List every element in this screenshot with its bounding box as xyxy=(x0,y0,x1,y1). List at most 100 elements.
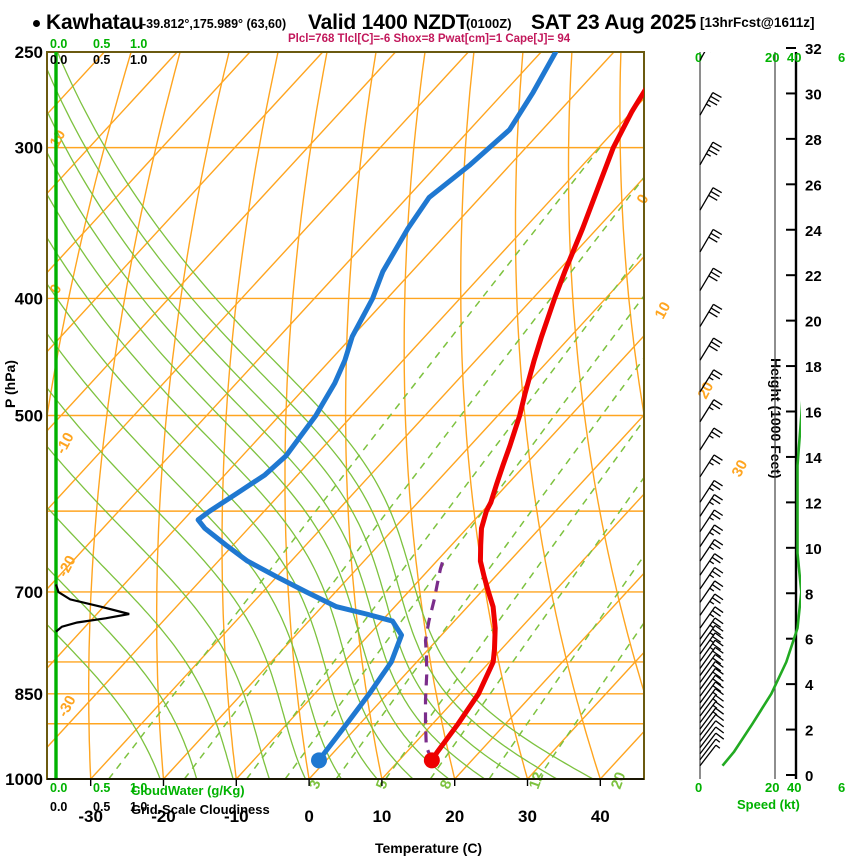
pressure-tick-label: 1000 xyxy=(5,770,43,789)
stability-indices: Plcl=768 Tlcl[C]=-6 Shox=8 Pwat[cm]=1 Ca… xyxy=(288,33,571,45)
temperature-tick-label: 0 xyxy=(304,807,313,826)
speed-axis-title: Speed (kt) xyxy=(737,797,800,812)
moist-adiabat xyxy=(47,67,558,779)
wind-barb xyxy=(699,714,725,736)
speed-scale-edge-bottom: 6 xyxy=(838,780,845,795)
dry-adiabat xyxy=(719,52,850,779)
wind-barb xyxy=(699,726,725,749)
wind-barb xyxy=(699,720,725,742)
isotherm-line xyxy=(235,334,644,779)
height-tick-label: 18 xyxy=(805,359,822,376)
height-tick-label: 26 xyxy=(805,177,822,194)
wind-barb xyxy=(699,681,724,704)
dry-adiabat xyxy=(284,52,328,779)
wind-barb xyxy=(699,399,723,423)
height-tick-label: 22 xyxy=(805,268,822,285)
cloudwater-tick-label-bottom: 1.0 xyxy=(130,781,147,795)
speed-tick-label-bottom: 0 xyxy=(695,780,702,795)
isotherm-line xyxy=(162,255,644,779)
station-coordinates: -39.812°,175.989° (63,60) xyxy=(142,17,287,31)
pressure-tick-label: 250 xyxy=(15,43,43,62)
dry-adiabat xyxy=(403,52,456,779)
height-tick-label: 28 xyxy=(805,132,822,149)
temperature-tick-label: -30 xyxy=(78,807,103,826)
isotherm-line xyxy=(47,52,542,591)
cloudiness-tick-label-bottom: 0.5 xyxy=(93,800,110,814)
wind-barb xyxy=(699,187,723,211)
speed-tick-label-bottom: 40 xyxy=(787,780,801,795)
mixing-ratio-line xyxy=(284,294,644,779)
wind-barb xyxy=(699,454,723,478)
moist-adiabat xyxy=(47,193,450,779)
temperature-axis: -30 -20 -10 0 10 20 30 40 xyxy=(47,778,644,826)
wind-barb xyxy=(699,566,724,590)
isotherm-line xyxy=(47,52,397,432)
dry-adiabat xyxy=(88,52,181,779)
cloudiness-tick-label-bottom: 0.0 xyxy=(50,800,67,814)
wind-barb xyxy=(699,509,724,533)
moist-adiabat xyxy=(47,109,522,779)
mixing-ratio-line xyxy=(488,554,644,779)
speed-tick-label-top: 0 xyxy=(695,50,702,65)
isotherm-line xyxy=(47,97,644,749)
height-tick-label: 20 xyxy=(805,314,822,331)
station-marker-icon xyxy=(33,20,40,27)
cloudwater-tick-label-top: 1.0 xyxy=(130,37,147,51)
isotherm-line xyxy=(47,52,178,195)
wind-barb xyxy=(699,694,724,717)
isotherm-line xyxy=(47,52,251,274)
wind-barb xyxy=(699,337,723,361)
isotherm-labels: 100-10-20-30 xyxy=(47,127,80,720)
forecast-lead: [13hrFcst@1611z] xyxy=(700,15,815,30)
dry-adiabat xyxy=(514,52,601,779)
surface-temperature xyxy=(423,752,440,769)
wind-barb xyxy=(699,688,724,710)
wind-barb xyxy=(699,606,724,629)
wind-barb xyxy=(699,707,725,730)
isotherm-label: 0 xyxy=(634,192,653,207)
isotherm-line xyxy=(47,52,324,353)
wind-barb xyxy=(699,674,724,697)
dry-adiabat xyxy=(47,52,132,421)
mixing-ratio-label: 12 xyxy=(526,770,548,791)
wind-barb xyxy=(699,369,723,393)
moist-adiabat xyxy=(47,506,234,779)
temperature-tick-label: -10 xyxy=(224,807,249,826)
cloudwater-scale: 0.0 0.0 0.5 0.5 1.0 1.0 0.0 0.0 0.5 0.5 1.0 1.0 xyxy=(50,37,147,814)
cloudiness-profile xyxy=(54,584,130,633)
pressure-tick-label: 850 xyxy=(15,685,43,704)
dewpoint-curve xyxy=(195,52,559,763)
pressure-tick-label: 500 xyxy=(15,407,43,426)
station-name: Kawhatau xyxy=(46,11,144,34)
height-tick-label: 30 xyxy=(805,86,822,103)
isotherm-label: 30 xyxy=(729,457,752,480)
mixing-ratio-line xyxy=(245,248,644,779)
wind-barb xyxy=(699,646,724,669)
height-tick-label: 14 xyxy=(805,450,822,467)
isotherm-label: 10 xyxy=(652,299,675,322)
wind-barbs xyxy=(699,52,725,767)
wind-barb xyxy=(699,141,722,166)
cloudwater-tick-label-top: 0.0 xyxy=(50,37,67,51)
height-tick-label: 4 xyxy=(805,677,814,694)
height-tick-label: 32 xyxy=(805,41,822,58)
wind-barb xyxy=(699,524,724,547)
moist-adiabat xyxy=(47,445,271,779)
mixing-ratio-line xyxy=(537,621,644,779)
speed-scale-edge-top: 6 xyxy=(838,50,845,65)
height-tick-label: 2 xyxy=(805,723,813,740)
mixing-ratio-line xyxy=(429,476,644,779)
height-tick-label: 12 xyxy=(805,495,822,512)
height-tick-label: 6 xyxy=(805,632,813,649)
mixing-ratio-line xyxy=(335,356,644,779)
wind-barb xyxy=(699,228,723,253)
wind-barb xyxy=(699,701,724,723)
cloudiness-tick-label-bottom: 1.0 xyxy=(130,800,147,814)
wind-barb xyxy=(699,738,721,761)
dry-adiabat xyxy=(344,52,383,779)
speed-tick-label-top: 20 xyxy=(765,50,779,65)
